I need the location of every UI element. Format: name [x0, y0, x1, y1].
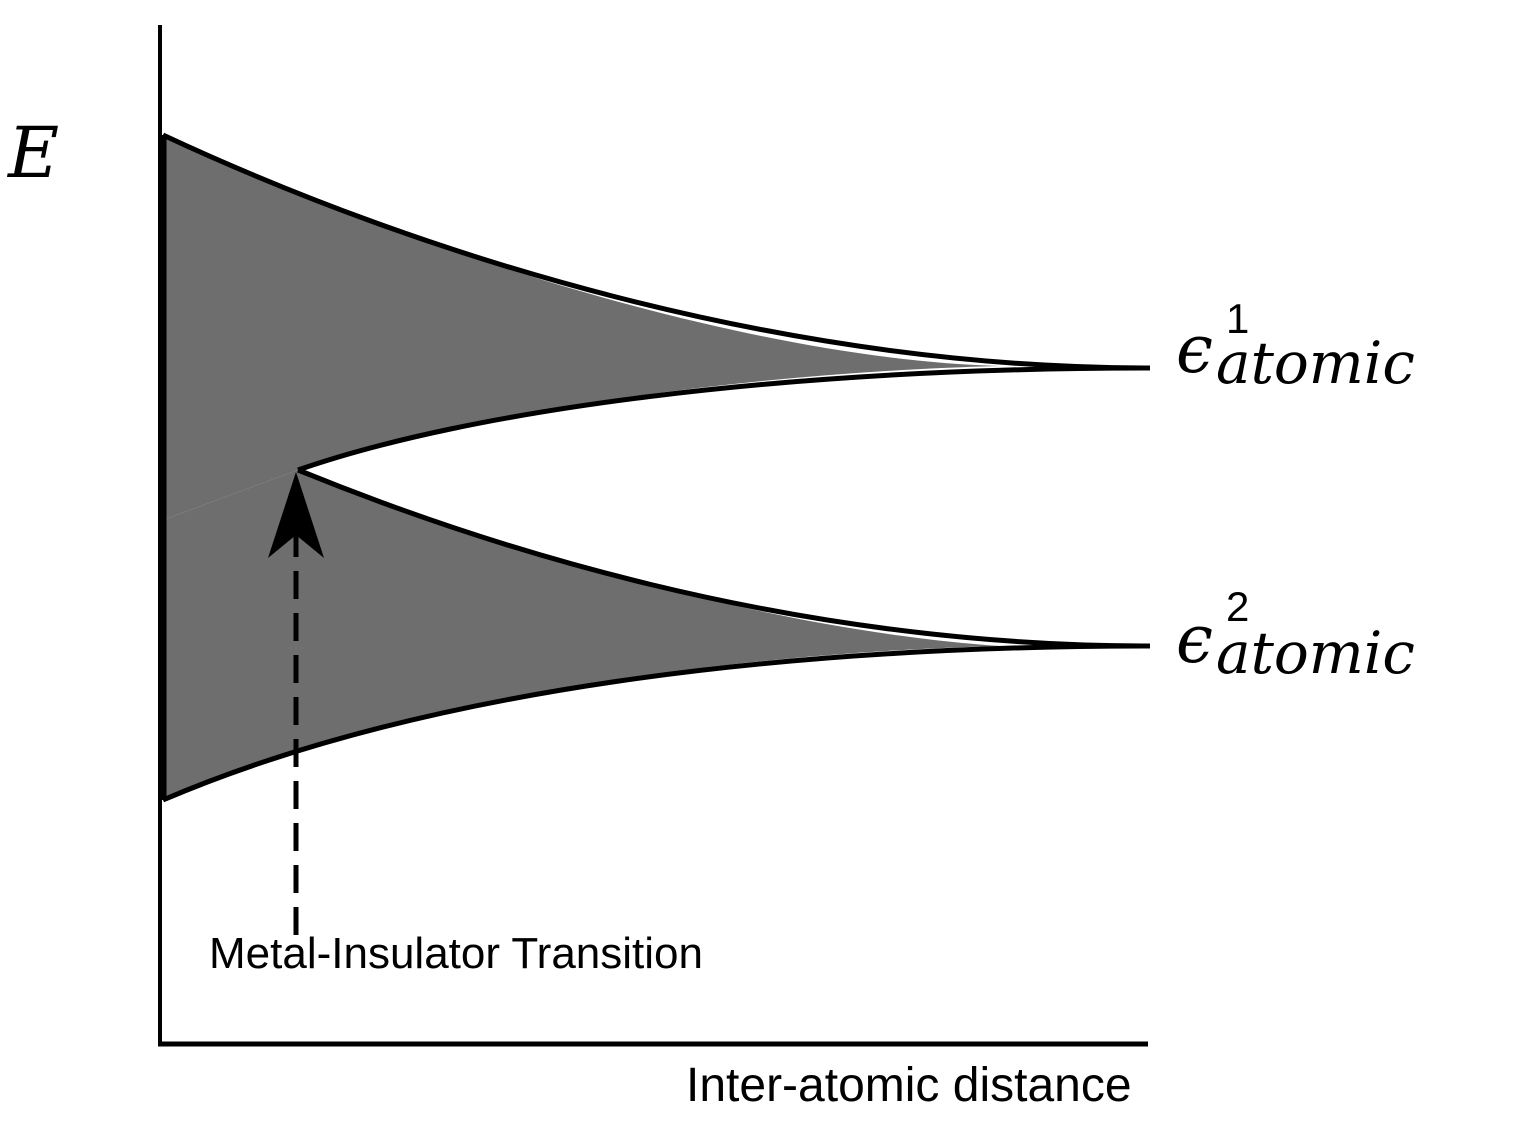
level-1-superscript: 1 [1226, 295, 1249, 342]
level-2-subscript: atomic [1216, 619, 1415, 687]
level-1-subscript: atomic [1216, 329, 1415, 397]
level-1-symbol: ϵ [1176, 311, 1213, 388]
x-axis-label: Inter-atomic distance [686, 1059, 1132, 1112]
transition-arrowhead [268, 472, 324, 558]
upper-band [163, 135, 1000, 520]
level-2-superscript: 2 [1226, 583, 1249, 630]
lower-band [163, 470, 1000, 800]
lower-band-top-edge [297, 467, 1151, 649]
upper-band-bottom-edge [297, 365, 1151, 473]
lower-band-bottom-edge [162, 643, 1151, 803]
y-axis-label: E [6, 112, 59, 194]
transition-label: Metal-Insulator Transition [209, 929, 703, 978]
level-2-symbol: ϵ [1176, 601, 1213, 678]
atomic-level-1-label: ϵ 1 atomic [1176, 295, 1415, 397]
atomic-level-2-label: ϵ 2 atomic [1176, 583, 1415, 687]
upper-band-top-edge [161, 132, 1151, 371]
